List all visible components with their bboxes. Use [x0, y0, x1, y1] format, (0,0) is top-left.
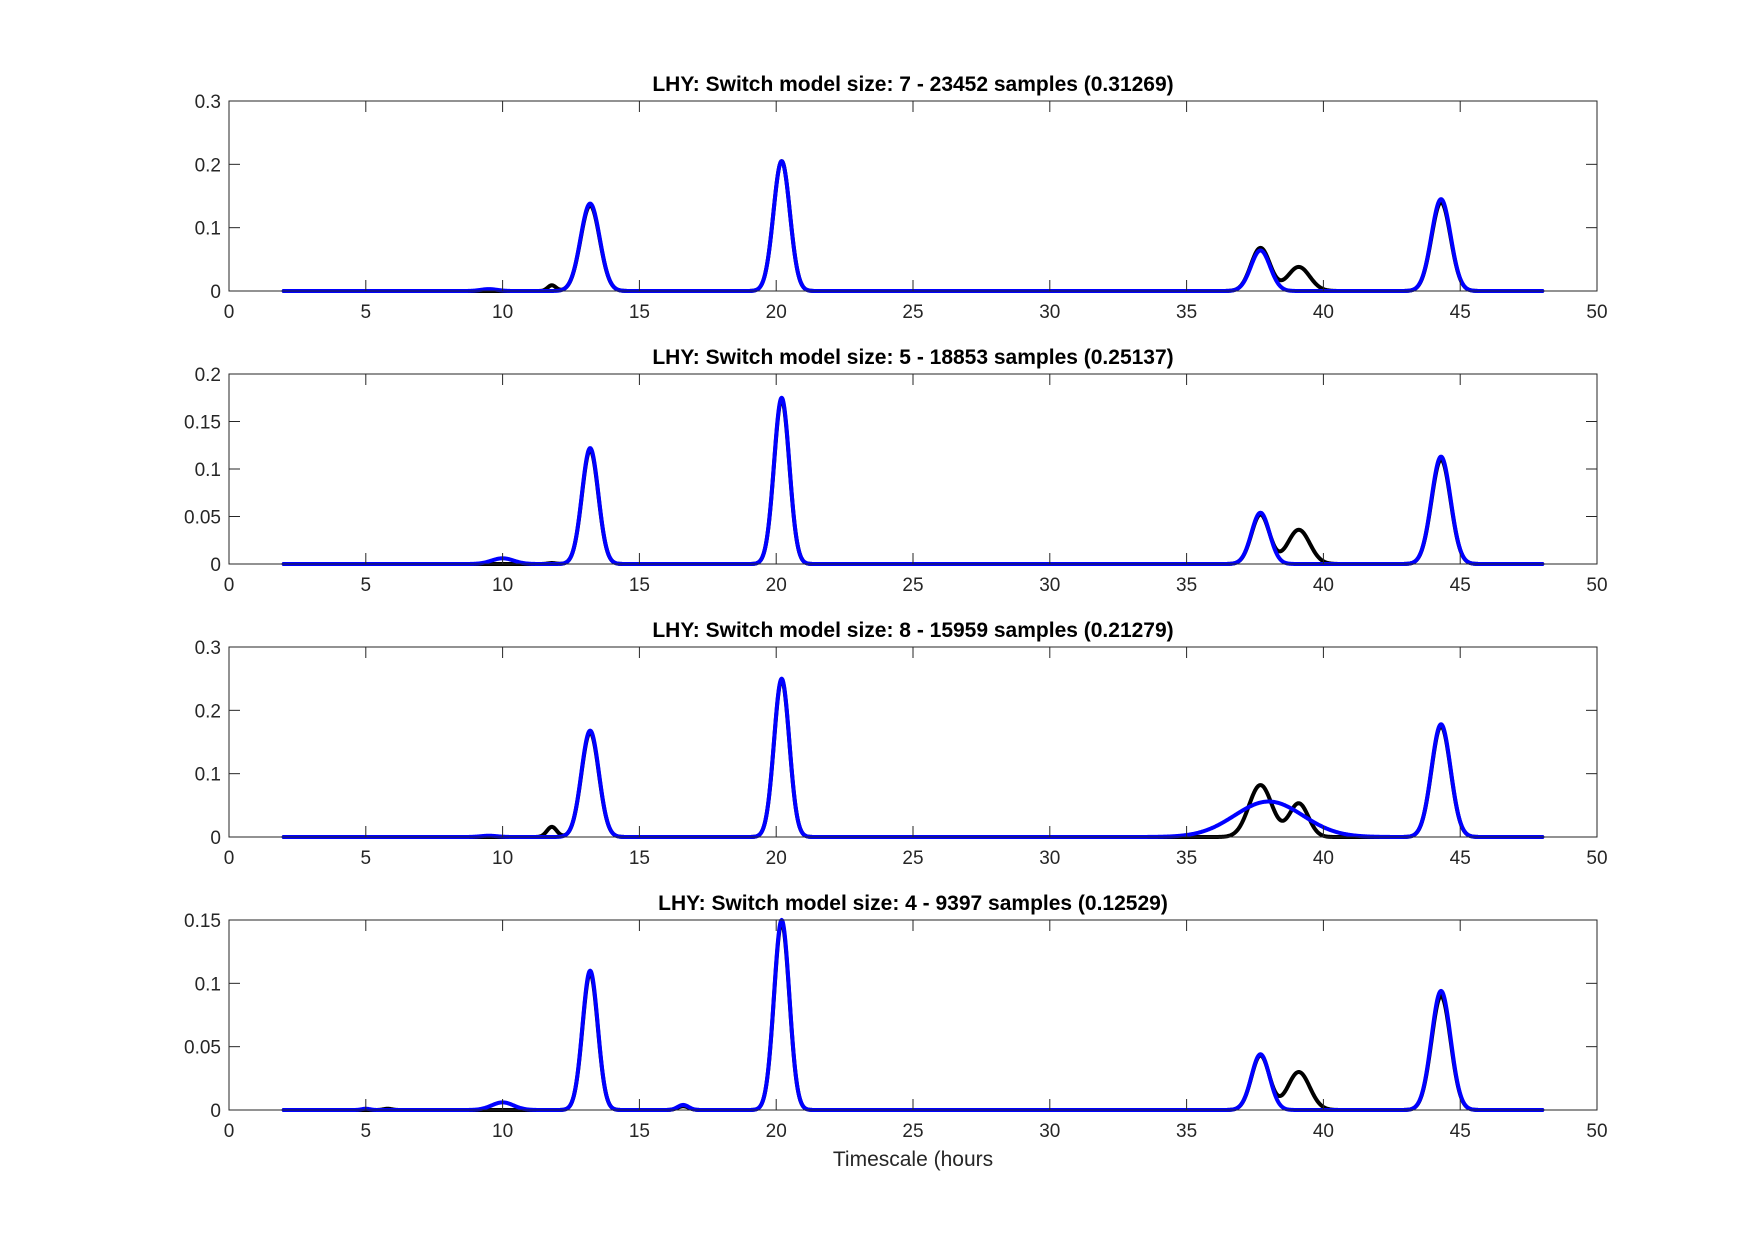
y-tick-label: 0.1	[195, 460, 221, 481]
x-tick-label: 25	[902, 302, 923, 323]
x-tick-label: 45	[1450, 848, 1471, 869]
y-tick-label: 0	[210, 828, 221, 849]
x-tick-label: 15	[629, 848, 650, 869]
y-tick-label: 0.05	[184, 1038, 221, 1059]
x-tick-label: 40	[1313, 575, 1334, 596]
axes-frame	[228, 646, 1598, 838]
y-tick-label: 0.1	[195, 219, 221, 240]
x-tick-label: 15	[629, 1121, 650, 1142]
x-tick-label: 50	[1586, 1121, 1607, 1142]
series-line-blue	[281, 395, 1545, 566]
x-tick-label: 5	[361, 575, 372, 596]
x-tick-label: 20	[766, 1121, 787, 1142]
y-tick-label: 0.3	[195, 638, 221, 659]
x-tick-label: 30	[1039, 302, 1060, 323]
x-tick-label: 0	[224, 302, 235, 323]
series-line-black	[281, 159, 1545, 293]
x-tick-label: 35	[1176, 302, 1197, 323]
y-tick-label: 0.1	[195, 974, 221, 995]
x-tick-label: 50	[1586, 302, 1607, 323]
x-tick-label: 20	[766, 302, 787, 323]
y-tick-label: 0	[210, 555, 221, 576]
subplot-3: LHY: Switch model size: 8 - 15959 sample…	[195, 619, 1608, 869]
x-tick-label: 40	[1313, 302, 1334, 323]
x-tick-label: 10	[492, 1121, 513, 1142]
series-line-black	[281, 677, 1545, 839]
x-tick-label: 5	[361, 848, 372, 869]
y-tick-label: 0	[210, 282, 221, 303]
subplot-title: LHY: Switch model size: 7 - 23452 sample…	[652, 73, 1173, 96]
x-tick-label: 5	[361, 302, 372, 323]
subplot-2: LHY: Switch model size: 5 - 18853 sample…	[184, 346, 1608, 596]
series-line-blue	[281, 159, 1545, 293]
x-tick-label: 45	[1450, 1121, 1471, 1142]
x-tick-label: 45	[1450, 575, 1471, 596]
x-tick-label: 50	[1586, 848, 1607, 869]
axes-frame	[228, 919, 1598, 1111]
x-tick-label: 25	[902, 1121, 923, 1142]
series-line-black	[281, 397, 1545, 566]
y-tick-label: 0.05	[184, 508, 221, 529]
x-axis-label: Timescale (hours	[833, 1148, 993, 1171]
x-tick-label: 30	[1039, 848, 1060, 869]
x-tick-label: 0	[224, 1121, 235, 1142]
y-tick-label: 0.15	[184, 911, 221, 932]
x-tick-label: 45	[1450, 302, 1471, 323]
x-tick-label: 5	[361, 1121, 372, 1142]
y-tick-label: 0	[210, 1101, 221, 1122]
x-tick-label: 0	[224, 575, 235, 596]
x-tick-label: 0	[224, 848, 235, 869]
x-tick-label: 30	[1039, 1121, 1060, 1142]
x-tick-label: 35	[1176, 848, 1197, 869]
x-tick-label: 35	[1176, 1121, 1197, 1142]
x-tick-label: 25	[902, 575, 923, 596]
subplot-title: LHY: Switch model size: 5 - 18853 sample…	[652, 346, 1173, 369]
x-tick-label: 40	[1313, 848, 1334, 869]
x-tick-label: 20	[766, 575, 787, 596]
x-tick-label: 30	[1039, 575, 1060, 596]
subplot-title: LHY: Switch model size: 8 - 15959 sample…	[652, 619, 1173, 642]
axes-frame	[228, 100, 1598, 292]
subplot-title: LHY: Switch model size: 4 - 9397 samples…	[658, 892, 1168, 915]
x-tick-label: 10	[492, 575, 513, 596]
y-tick-label: 0.3	[195, 92, 221, 113]
series-line-blue	[281, 676, 1545, 839]
y-tick-label: 0.2	[195, 365, 221, 386]
x-tick-label: 10	[492, 848, 513, 869]
axes-frame	[228, 373, 1598, 565]
x-tick-label: 40	[1313, 1121, 1334, 1142]
x-tick-label: 15	[629, 575, 650, 596]
series-line-black	[281, 920, 1545, 1112]
x-tick-label: 35	[1176, 575, 1197, 596]
subplot-4: LHY: Switch model size: 4 - 9397 samples…	[184, 892, 1608, 1171]
x-tick-label: 10	[492, 302, 513, 323]
x-tick-label: 20	[766, 848, 787, 869]
x-tick-label: 15	[629, 302, 650, 323]
y-tick-label: 0.2	[195, 155, 221, 176]
y-tick-label: 0.15	[184, 413, 221, 434]
series-line-blue	[281, 918, 1545, 1112]
subplot-1: LHY: Switch model size: 7 - 23452 sample…	[195, 73, 1608, 323]
x-tick-label: 50	[1586, 575, 1607, 596]
x-tick-label: 25	[902, 848, 923, 869]
y-tick-label: 0.2	[195, 701, 221, 722]
y-tick-label: 0.1	[195, 765, 221, 786]
